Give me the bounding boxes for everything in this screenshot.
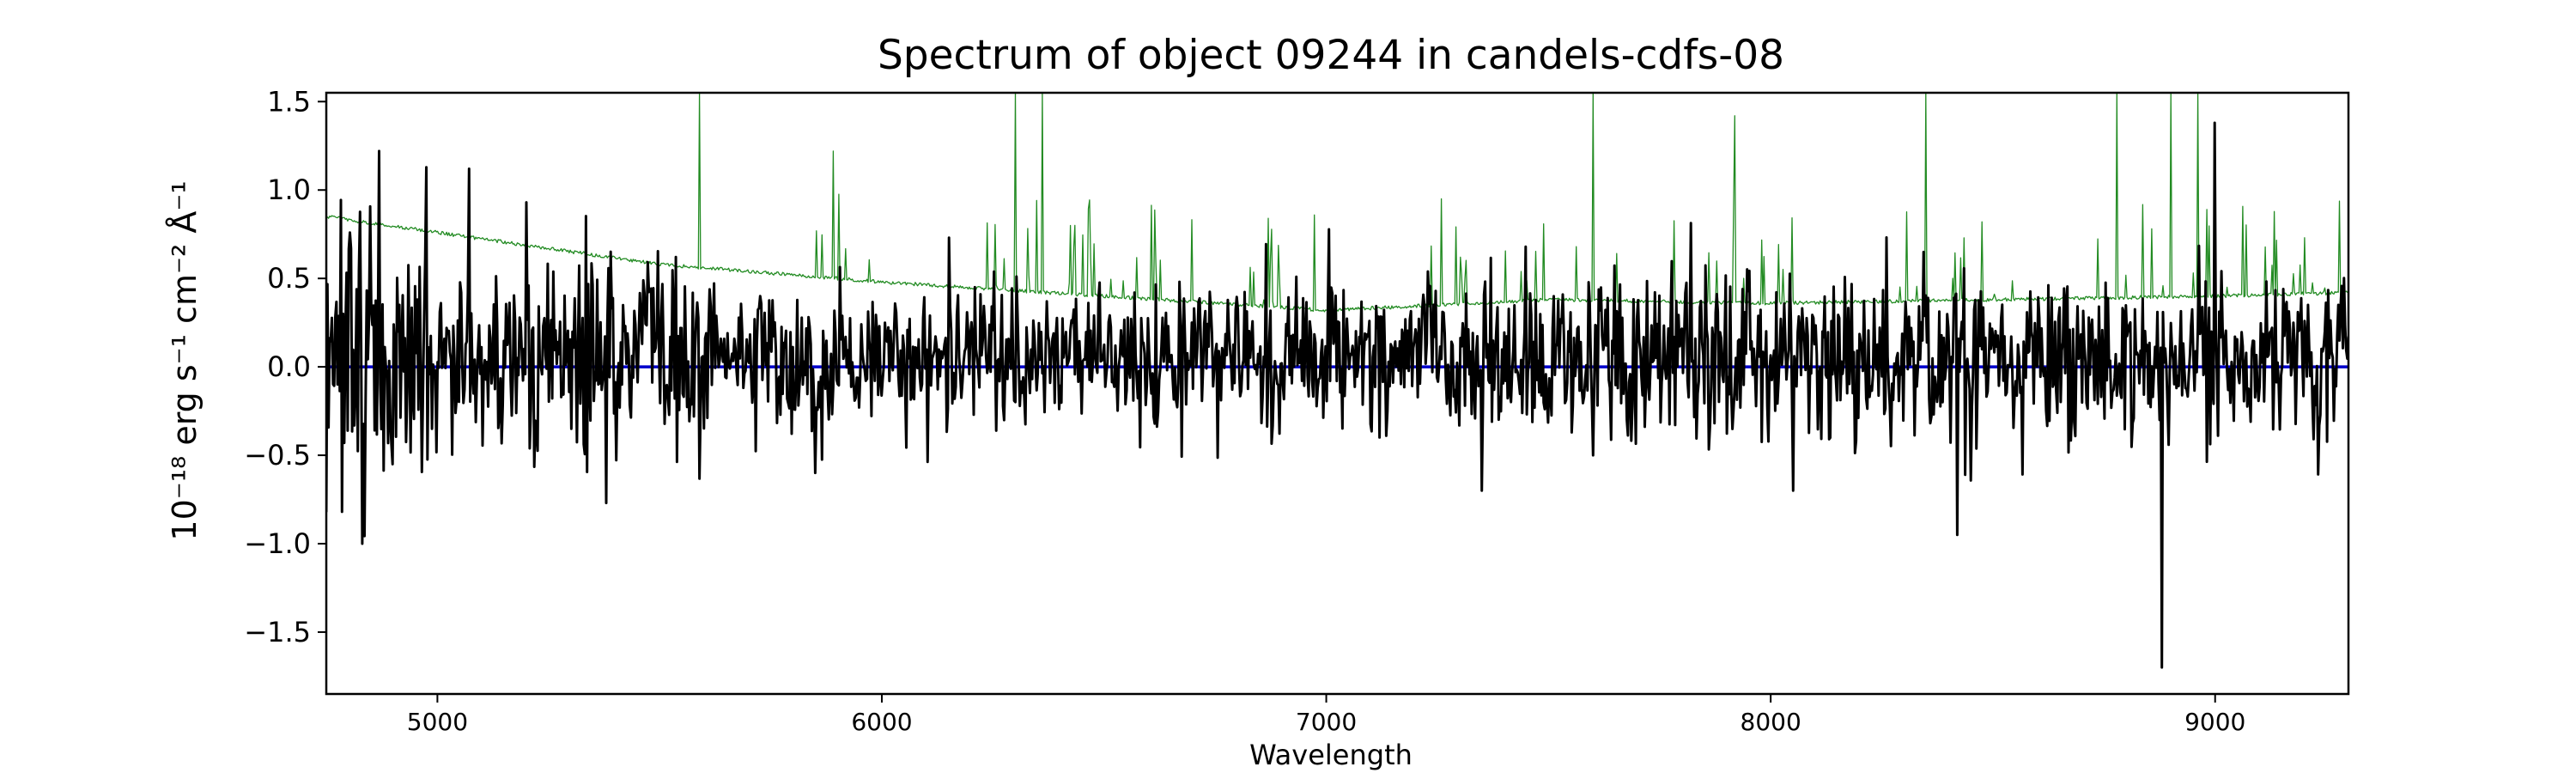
y-tick-label: 0.5: [267, 262, 311, 295]
y-tick-label: 0.0: [267, 350, 311, 383]
plot-area-frame: [325, 91, 2350, 696]
x-axis-label: Wavelength: [1249, 739, 1413, 771]
y-axis-ticks: 1.5 1.0 0.5 0.0 −0.5 −1.0 −1.5: [244, 85, 326, 648]
error-spectrum-line: [326, 93, 2348, 313]
y-axis-label: 10⁻¹⁸ erg s⁻¹ cm⁻² Å⁻¹: [166, 180, 204, 540]
y-tick-label: 1.0: [267, 173, 311, 206]
y-tick-label: −0.5: [244, 439, 311, 472]
y-tick-label: −1.0: [244, 527, 311, 560]
x-tick-label: 7000: [1296, 708, 1357, 736]
flux-spectrum-line: [326, 121, 2348, 669]
series-layer: [326, 93, 2348, 669]
x-tick-label: 8000: [1741, 708, 1801, 736]
x-tick-label: 6000: [851, 708, 912, 736]
y-tick-label: −1.5: [244, 616, 311, 648]
chart-title: Spectrum of object 09244 in candels-cdfs…: [878, 32, 1784, 79]
x-axis-ticks: 5000 6000 7000 8000 9000: [407, 694, 2245, 736]
y-tick-label: 1.5: [267, 85, 311, 118]
x-tick-label: 5000: [407, 708, 468, 736]
x-tick-label: 9000: [2184, 708, 2245, 736]
